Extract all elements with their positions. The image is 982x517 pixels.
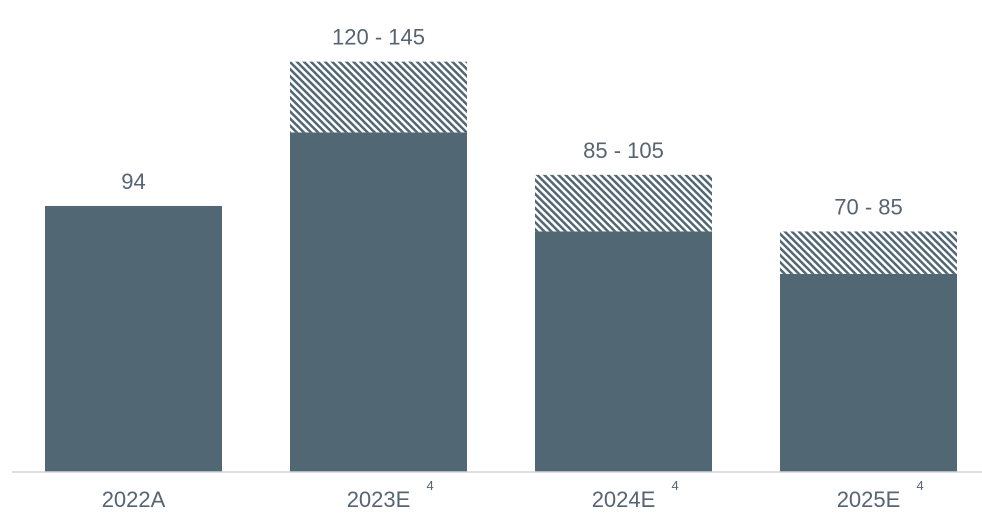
- x-tick-label-2023E: 2023E: [347, 487, 411, 512]
- bar-solid-2023E: [290, 132, 467, 472]
- bar-range-2023E: [290, 61, 467, 133]
- x-tick-label-2022A: 2022A: [102, 487, 166, 512]
- data-label-2023E: 120 - 145: [332, 25, 425, 50]
- bar-solid-2025E: [780, 273, 957, 472]
- bar-range-2024E: [535, 174, 712, 232]
- bar-solid-2024E: [535, 231, 712, 472]
- x-tick-label-2025E: 2025E: [837, 487, 901, 512]
- data-label-2025E: 70 - 85: [834, 194, 903, 219]
- data-label-2022A: 94: [121, 169, 145, 194]
- bar-range-2025E: [780, 231, 957, 274]
- footnote-mark-2025E: 4: [917, 478, 924, 493]
- footnote-mark-2024E: 4: [672, 478, 679, 493]
- data-label-2024E: 85 - 105: [583, 138, 664, 163]
- bar-solid-2022A: [45, 205, 222, 473]
- x-tick-label-2024E: 2024E: [592, 487, 656, 512]
- footnote-mark-2023E: 4: [427, 478, 434, 493]
